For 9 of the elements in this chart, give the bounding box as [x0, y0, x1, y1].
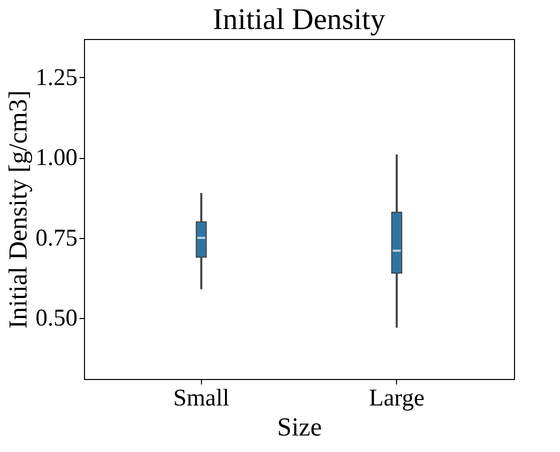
- x-tick-label: Small: [173, 386, 230, 412]
- x-tick-label: Large: [368, 386, 424, 412]
- y-tick-label: 1.25: [36, 64, 78, 91]
- chart-title: Initial Density: [212, 3, 386, 36]
- y-tick-label: 0.50: [36, 306, 78, 332]
- y-tick-label: 1.00: [36, 145, 78, 172]
- x-axis-title: Size: [277, 412, 322, 442]
- y-tick-label: 0.75: [36, 225, 78, 252]
- y-axis-title: Initial Density [g/cm3]: [4, 90, 32, 329]
